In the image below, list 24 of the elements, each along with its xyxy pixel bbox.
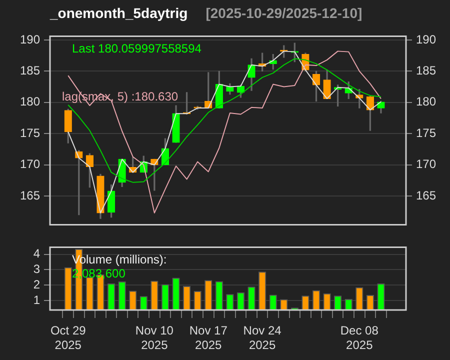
chart-subtitle: [2025-10-29/2025-12-10] [206, 5, 362, 21]
chart-title: _onemonth_5daytrig [50, 5, 188, 21]
y2-tick-label: 175 [416, 126, 436, 140]
y-tick-label: 185 [20, 63, 40, 78]
x-tick-label: Nov 17 2025 [189, 324, 228, 352]
y2-tick-label: 165 [416, 188, 436, 202]
y-tick-label: 190 [20, 32, 40, 46]
x-tick-label: Nov 24 2025 [243, 324, 282, 352]
y-tick-label: 175 [20, 126, 40, 140]
x-tick-label: Dec 08 2025 [340, 324, 379, 352]
y-tick-label: 1 [33, 292, 40, 307]
y-tick-label: 4 [33, 246, 40, 261]
annotation: Last 180.059997558594 [72, 42, 202, 56]
y-tick-label: 3 [33, 262, 40, 276]
y2-tick-label: 170 [416, 157, 436, 172]
y-tick-label: 180 [20, 94, 40, 109]
x-tick-label: Nov 10 2025 [135, 324, 174, 352]
y2-tick-label: 185 [416, 63, 436, 78]
x-tick-label: Oct 29 2025 [50, 324, 86, 352]
y2-tick-label: 180 [416, 94, 436, 109]
y-tick-label: 165 [20, 188, 40, 202]
y-tick-label: 2 [33, 277, 40, 292]
y-tick-label: 170 [20, 157, 40, 172]
y2-tick-label: 190 [416, 32, 436, 46]
